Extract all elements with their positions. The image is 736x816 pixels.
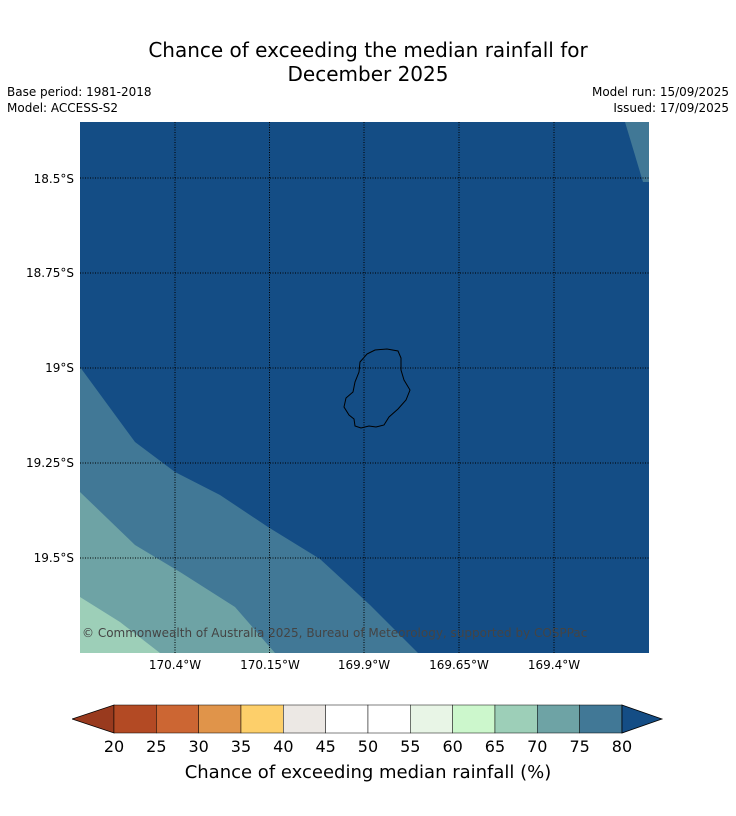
colorbar-tick-label: 75 bbox=[569, 737, 590, 756]
map-panel bbox=[80, 122, 649, 653]
lon-label: 170.15°W bbox=[240, 658, 300, 672]
model-name: Model: ACCESS-S2 bbox=[7, 101, 119, 115]
lat-label: 18.75°S bbox=[26, 266, 74, 280]
issued-date: Issued: 17/09/2025 bbox=[613, 101, 729, 115]
colorbar-over-arrow bbox=[621, 704, 664, 734]
colorbar-tick-label: 70 bbox=[527, 737, 548, 756]
lat-label: 18.5°S bbox=[33, 172, 74, 186]
colorbar-segment bbox=[156, 704, 199, 734]
base-period: Base period: 1981-2018 bbox=[7, 85, 152, 99]
colorbar-label: Chance of exceeding median rainfall (%) bbox=[184, 762, 552, 783]
region-70-75-southwest bbox=[80, 492, 275, 653]
colorbar-tick-label: 55 bbox=[400, 737, 421, 756]
chart-title: Chance of exceeding the median rainfall … bbox=[0, 38, 736, 86]
colorbar-tick-label: 80 bbox=[611, 737, 633, 756]
colorbar-segment bbox=[537, 704, 580, 734]
colorbar-under-arrow bbox=[70, 704, 115, 734]
colorbar-segment bbox=[283, 704, 326, 734]
lon-label: 169.4°W bbox=[527, 658, 581, 672]
colorbar-tick-label: 60 bbox=[442, 737, 463, 756]
colorbar-segment bbox=[240, 704, 284, 734]
colorbar-tick-label: 20 bbox=[103, 737, 125, 756]
colorbar-tick-label: 25 bbox=[146, 737, 167, 756]
meta-right: Model run: 15/09/2025 Issued: 17/09/2025 bbox=[592, 84, 729, 116]
island-outline bbox=[343, 348, 411, 429]
colorbar-segment bbox=[452, 704, 496, 734]
colorbar-segment bbox=[198, 704, 242, 734]
graticule bbox=[80, 122, 649, 653]
title-line-1: Chance of exceeding the median rainfall … bbox=[148, 38, 588, 62]
colorbar-tick-label: 45 bbox=[315, 737, 336, 756]
colorbar-segment bbox=[494, 704, 538, 734]
title-line-2: December 2025 bbox=[287, 62, 449, 86]
colorbar-tick-label: 40 bbox=[273, 737, 294, 756]
model-run: Model run: 15/09/2025 bbox=[591, 85, 729, 99]
colorbar-segment bbox=[113, 704, 157, 734]
lon-label: 169.65°W bbox=[429, 658, 489, 672]
lat-label: 19.5°S bbox=[33, 551, 74, 565]
region-65-70-southwest bbox=[80, 597, 160, 653]
copyright-notice: © Commonwealth of Australia 2025, Bureau… bbox=[82, 626, 588, 640]
colorbar-tick-label: 65 bbox=[484, 737, 506, 756]
colorbar-segment bbox=[410, 704, 453, 734]
lat-label: 19°S bbox=[45, 361, 74, 375]
lon-label: 170.4°W bbox=[148, 658, 202, 672]
region-75-80-northeast bbox=[625, 122, 649, 182]
colorbar bbox=[70, 704, 664, 738]
lon-label: 169.9°W bbox=[337, 658, 391, 672]
colorbar-tick-label: 50 bbox=[357, 737, 379, 756]
map-svg bbox=[80, 122, 649, 653]
colorbar-svg bbox=[70, 704, 664, 734]
colorbar-tick-label: 35 bbox=[230, 737, 252, 756]
colorbar-segment bbox=[325, 704, 369, 734]
colorbar-segment bbox=[367, 704, 411, 734]
colorbar-segment bbox=[579, 704, 623, 734]
meta-left: Base period: 1981-2018 Model: ACCESS-S2 bbox=[7, 84, 152, 116]
colorbar-tick-label: 30 bbox=[188, 737, 209, 756]
lat-label: 19.25°S bbox=[26, 456, 74, 470]
